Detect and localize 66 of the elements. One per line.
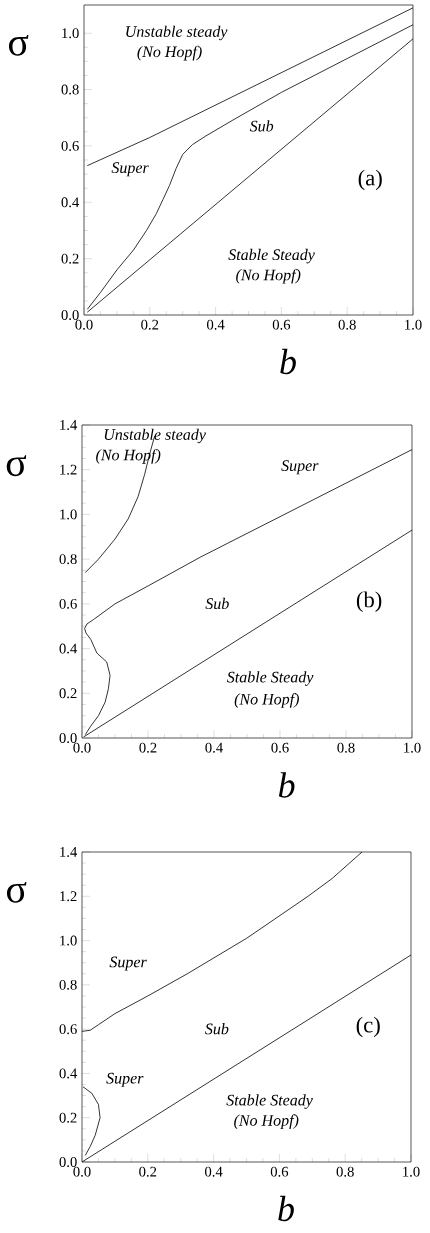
y-tick-label: 0.2 — [61, 253, 79, 264]
x-tick-label: 0.8 — [336, 1166, 354, 1177]
text: (b) — [356, 591, 382, 612]
y-tick-label: 1.0 — [62, 28, 79, 39]
annotation: Sub — [205, 597, 229, 610]
y-tick-label: 1.0 — [60, 935, 77, 946]
annotation: Super — [281, 460, 319, 475]
annotation: Sub — [249, 120, 274, 132]
x-tick-label: 0.0 — [73, 742, 91, 753]
annotation: Sub — [205, 1023, 229, 1035]
annotation: Unstable steady — [126, 25, 228, 41]
y-tick-label: 1.4 — [60, 847, 78, 857]
annotation: Super — [109, 956, 147, 971]
annotation: Unstable steady — [104, 428, 206, 444]
annotation: Stable Steady — [226, 671, 314, 686]
x-axis-title: b — [278, 772, 295, 798]
x-tick-label: 1.0 — [403, 1166, 420, 1177]
y-tick-label: 0.0 — [61, 310, 79, 320]
x-tick-label: 0.8 — [338, 319, 356, 330]
x-tick-label: 0.4 — [205, 742, 223, 753]
y-tick-label: 1.2 — [60, 464, 77, 475]
y-tick-label: 0.8 — [59, 554, 77, 565]
y-tick-label: 0.0 — [59, 1157, 77, 1167]
x-axis-title: b — [280, 348, 296, 375]
x-tick-label: 0.2 — [141, 319, 159, 330]
y-tick-label: 0.4 — [59, 1068, 78, 1079]
y-tick-label: 0.6 — [61, 140, 79, 151]
y-tick-label: 0.2 — [59, 1112, 77, 1123]
x-tick-label: 1.0 — [405, 319, 422, 330]
x-tick-label: 0.2 — [139, 742, 157, 753]
x-tick-label: 0.4 — [205, 1166, 223, 1177]
y-tick-label: 0.6 — [59, 598, 77, 609]
y-tick-label: 0.0 — [59, 733, 77, 743]
annotation: Super — [111, 162, 149, 177]
y-tick-label: 0.2 — [59, 688, 77, 699]
x-tick-label: 0.4 — [207, 319, 225, 330]
y-tick-label: 0.4 — [59, 643, 78, 654]
annotation: Stable Steady — [226, 1094, 313, 1109]
y-tick-label: 0.4 — [61, 197, 80, 208]
annotation: (No Hopf) — [137, 45, 202, 61]
annotation: Stable Steady — [228, 248, 315, 264]
y-tick-label: 1.0 — [60, 509, 77, 520]
x-tick-label: 0.6 — [272, 319, 291, 330]
text: (a) — [358, 169, 382, 191]
y-tick-label: 0.8 — [59, 979, 77, 990]
x-tick-label: 0.2 — [139, 1166, 157, 1177]
x-axis-title: b — [278, 1195, 294, 1222]
y-axis-title: σ — [6, 881, 27, 903]
x-tick-label: 0.6 — [271, 742, 289, 753]
annotation: (No Hopf) — [236, 268, 301, 284]
x-tick-label: 0.0 — [73, 1166, 91, 1177]
y-axis-title: σ — [8, 34, 29, 56]
annotation: Super — [106, 1072, 144, 1087]
x-tick-label: 0.0 — [75, 319, 93, 330]
annotation: (No Hopf) — [234, 1114, 299, 1130]
x-tick-label: 0.6 — [270, 1166, 289, 1177]
x-tick-label: 1.0 — [404, 742, 421, 753]
annotation: (No Hopf) — [234, 693, 299, 708]
y-tick-label: 0.6 — [59, 1024, 77, 1035]
annotation: (No Hopf) — [96, 448, 161, 464]
y-axis-title: σ — [6, 455, 27, 477]
y-tick-label: 1.2 — [60, 891, 77, 902]
text: (c) — [356, 1016, 380, 1038]
x-tick-label: 0.8 — [337, 742, 355, 753]
y-tick-label: 0.8 — [61, 84, 79, 95]
y-tick-label: 1.4 — [60, 420, 78, 430]
